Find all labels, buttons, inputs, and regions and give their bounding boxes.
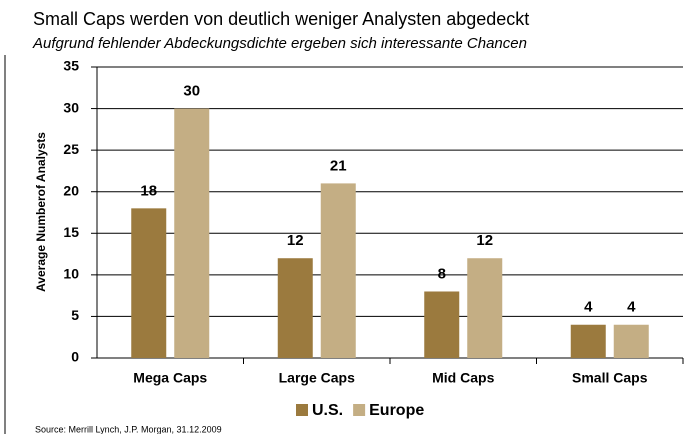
x-tick-label: Mid Caps [432, 370, 494, 386]
y-tick-label: 25 [63, 141, 79, 157]
data-label: 8 [438, 265, 446, 282]
y-tick-label: 20 [63, 182, 79, 198]
x-tick-label: Large Caps [279, 370, 355, 386]
y-axis-label: Average Numberof Analysts [34, 132, 48, 292]
data-label: 4 [584, 299, 593, 316]
data-label: 4 [627, 299, 636, 316]
bar [320, 183, 356, 358]
bar [277, 258, 313, 358]
x-tick-label: Mega Caps [133, 370, 207, 386]
y-tick-label: 10 [63, 266, 79, 282]
data-label: 12 [287, 232, 304, 249]
legend-label: Europe [369, 402, 424, 419]
legend-swatch [296, 404, 308, 416]
legend-swatch [353, 404, 366, 416]
data-label: 21 [330, 157, 347, 174]
source: Source: Merrill Lynch, J.P. Morgan, 31.1… [35, 424, 222, 434]
bar [613, 324, 649, 358]
bar [131, 208, 167, 358]
data-label: 12 [476, 232, 493, 249]
legend-label: U.S. [312, 402, 343, 419]
x-tick-label: Small Caps [572, 370, 648, 386]
data-label: 30 [183, 83, 200, 100]
y-tick-label: 30 [63, 99, 79, 115]
bar [424, 291, 460, 358]
bar [467, 258, 503, 358]
bar [174, 108, 210, 358]
y-tick-label: 5 [71, 307, 79, 323]
y-tick-label: 15 [63, 224, 79, 240]
y-tick-label: 35 [63, 58, 79, 74]
bar [570, 324, 606, 358]
y-tick-label: 0 [71, 349, 79, 365]
data-label: 18 [140, 182, 157, 199]
chart-subtitle: Aufgrund fehlender Abdeckungsdichte erge… [32, 35, 527, 52]
chart-title: Small Caps werden von deutlich weniger A… [33, 9, 529, 29]
